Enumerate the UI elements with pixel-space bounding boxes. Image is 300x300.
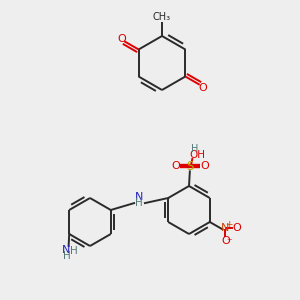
Text: O: O <box>200 161 209 171</box>
Text: +: + <box>225 220 232 229</box>
Text: OH: OH <box>189 150 205 161</box>
Text: N: N <box>135 192 144 203</box>
Text: N: N <box>220 223 229 233</box>
Text: H: H <box>135 198 143 208</box>
Text: O: O <box>118 34 126 44</box>
Text: N: N <box>62 245 71 255</box>
Text: O: O <box>171 161 180 171</box>
Text: ⁻: ⁻ <box>226 237 232 247</box>
Text: H: H <box>191 143 198 154</box>
Text: CH₃: CH₃ <box>153 12 171 22</box>
Text: O: O <box>198 83 207 93</box>
Text: H: H <box>70 246 78 256</box>
Text: O: O <box>221 236 230 246</box>
Text: O: O <box>232 223 241 233</box>
Text: S: S <box>187 160 194 173</box>
Text: H: H <box>63 250 70 261</box>
